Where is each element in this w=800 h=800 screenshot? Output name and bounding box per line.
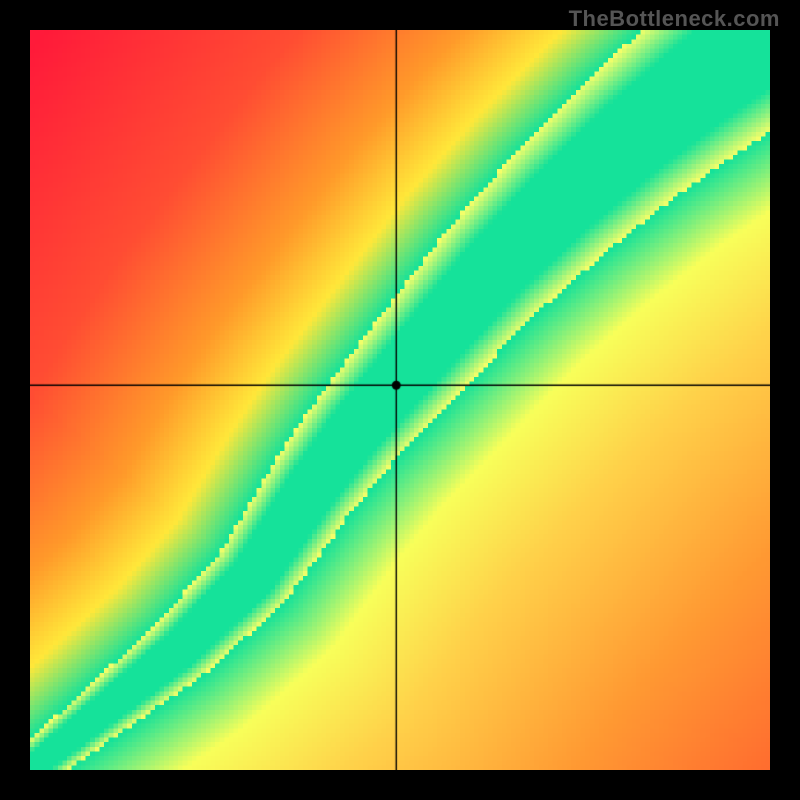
chart-container: TheBottleneck.com (0, 0, 800, 800)
crosshair-overlay (30, 30, 770, 770)
watermark-text: TheBottleneck.com (569, 6, 780, 32)
heatmap-plot (30, 30, 770, 770)
